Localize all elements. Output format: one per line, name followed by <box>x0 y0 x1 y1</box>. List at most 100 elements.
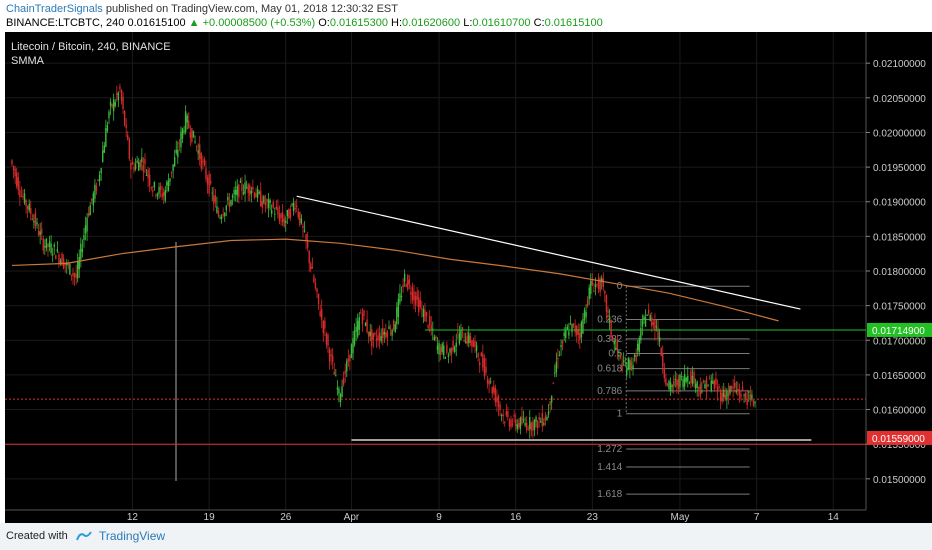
resistance-trendline[interactable] <box>296 195 801 310</box>
candle-body <box>34 212 37 227</box>
candle-body <box>461 327 464 330</box>
candle-body <box>311 266 314 269</box>
candle-body <box>457 331 459 333</box>
y-axis[interactable]: 0.02100000 0.02050000 0.02000000 0.01950000… <box>866 59 932 486</box>
open-label: O: <box>318 17 330 29</box>
candle-body <box>234 189 237 195</box>
x-tick-label: 7 <box>754 512 760 523</box>
candle-body <box>558 354 561 356</box>
candle-body <box>668 380 670 389</box>
candle-body <box>123 110 126 126</box>
candle-body <box>194 141 196 143</box>
candle-body <box>45 238 48 248</box>
candle-body <box>244 182 246 194</box>
candle-body <box>610 320 612 336</box>
candle-body <box>256 189 259 198</box>
candle-body <box>308 250 310 264</box>
fib-level-label: 0.382 <box>597 334 622 345</box>
candle-body <box>283 218 285 227</box>
candle-body <box>89 205 91 216</box>
candle-body <box>572 323 575 326</box>
drawing-lines[interactable] <box>5 195 866 445</box>
indicator-label: SMMA <box>11 55 45 67</box>
candle-body <box>475 345 478 352</box>
candle-body <box>513 414 515 417</box>
candle-body <box>331 355 334 363</box>
candle-body <box>455 342 457 347</box>
candle-body <box>403 273 406 282</box>
candle-body <box>280 213 282 218</box>
candle-body <box>138 162 140 171</box>
candle-body <box>593 291 595 293</box>
candle-body <box>228 201 231 208</box>
candle-body <box>50 243 52 253</box>
candle-body <box>479 362 481 366</box>
candle-body <box>571 324 573 333</box>
candle-body <box>505 411 508 416</box>
candle-body <box>741 386 744 391</box>
x-axis[interactable]: 12 19 26 Apr 9 16 23 May 7 14 <box>5 509 866 523</box>
candle-body <box>47 243 49 248</box>
candle-body <box>704 384 706 389</box>
candle-body <box>385 332 387 337</box>
candle-body <box>344 370 346 374</box>
candle-body <box>588 287 590 300</box>
y-tick-label: 0.01600000 <box>873 406 926 417</box>
candle-body <box>533 420 536 431</box>
candle-body <box>471 340 473 347</box>
candle-body <box>58 254 60 263</box>
candle-body <box>69 264 71 275</box>
candle-body <box>181 128 184 139</box>
candle-body <box>374 333 376 335</box>
low-value: 0.01610700 <box>472 17 531 29</box>
candle-body <box>180 131 182 148</box>
fib-level-label: 1 <box>617 409 623 420</box>
candle-body <box>197 150 199 154</box>
candle-body <box>355 326 357 332</box>
candle-body <box>718 386 720 389</box>
candle-body <box>504 421 506 423</box>
candle-body <box>696 381 698 388</box>
candle-body <box>236 186 238 196</box>
candle-body <box>527 428 529 430</box>
candle-body <box>694 383 697 389</box>
candle-body <box>723 389 725 397</box>
candle-body <box>141 157 143 163</box>
price-chart[interactable]: 00.2360.3820.50.6180.78611.2721.4141.618… <box>5 32 932 523</box>
price-change: +0.00008500 (+0.53%) <box>202 17 316 29</box>
candle-body <box>391 329 393 336</box>
close-label: C: <box>533 17 545 29</box>
price-badge[interactable] <box>867 430 932 445</box>
price-badge[interactable] <box>867 322 932 337</box>
candle-body <box>103 145 105 153</box>
candle-body <box>161 193 163 198</box>
candle-body <box>239 180 242 183</box>
candle-body <box>39 231 41 235</box>
candle-body <box>136 160 138 163</box>
candle-body <box>436 345 439 350</box>
candle-body <box>453 346 456 352</box>
candle-body <box>20 195 23 197</box>
candle-body <box>701 391 703 393</box>
candle-body <box>619 356 622 358</box>
author-link[interactable]: ChainTraderSignals <box>6 3 103 15</box>
candle-body <box>518 422 520 427</box>
candle-body <box>67 262 70 266</box>
tradingview-brand[interactable]: TradingView <box>99 529 166 543</box>
candle-body <box>363 310 365 316</box>
candle-body <box>61 253 63 266</box>
candle-body <box>425 312 428 316</box>
candle-body <box>296 205 298 207</box>
candle-body <box>554 372 556 374</box>
candle-body <box>371 329 373 347</box>
candle-body <box>638 337 640 352</box>
candle-body <box>150 187 152 189</box>
candle-body <box>28 203 30 211</box>
candle-body <box>258 192 260 194</box>
plot-background <box>5 32 932 523</box>
high-value: 0.01620600 <box>402 17 461 29</box>
candle-body <box>746 398 748 405</box>
candle-body <box>547 411 550 415</box>
candle-body <box>738 389 741 395</box>
candle-body <box>80 243 82 260</box>
